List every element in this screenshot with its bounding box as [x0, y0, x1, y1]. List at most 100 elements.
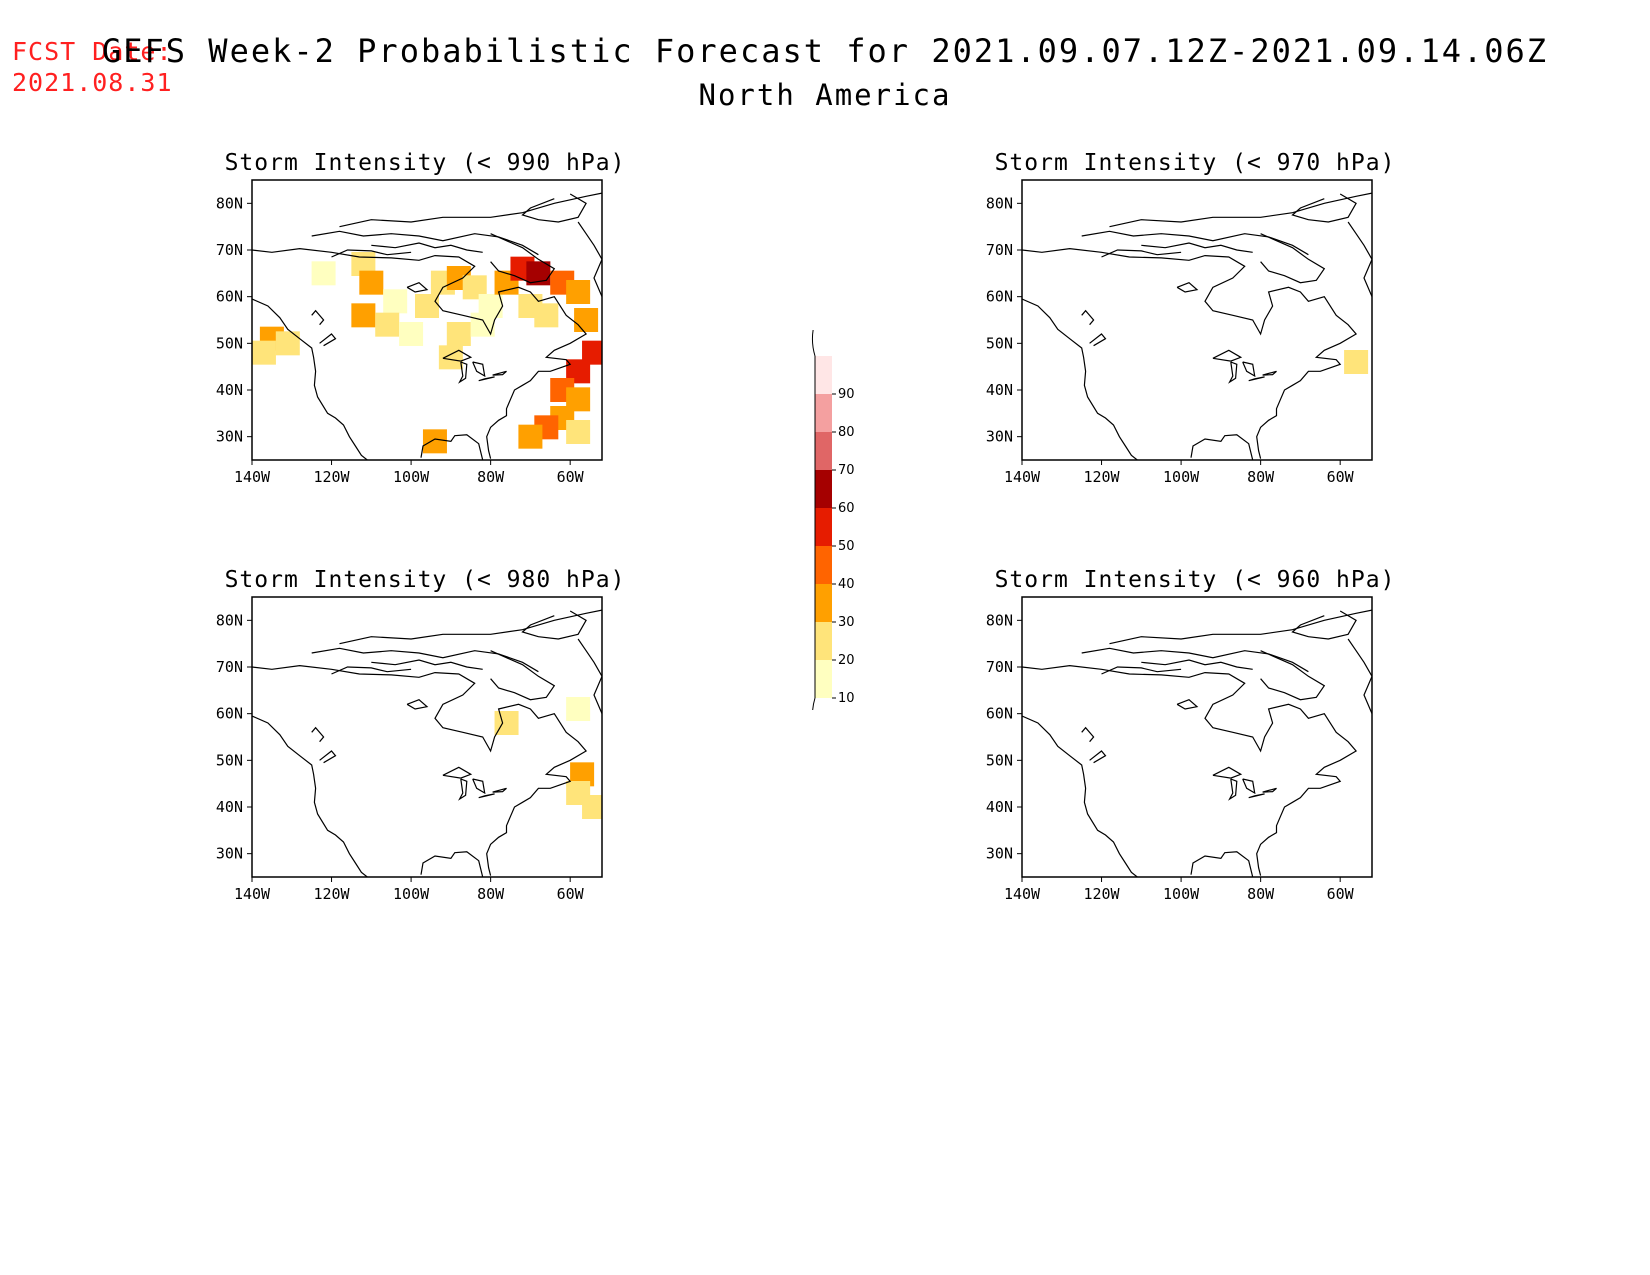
lon-tick-label: 60W [557, 885, 585, 903]
coastline-segment [472, 778, 486, 795]
lat-tick-label: 60N [216, 288, 243, 306]
probability-cell [566, 420, 591, 444]
forecast-date-value: 2021.08.31 [12, 68, 173, 97]
probability-cell [566, 280, 591, 304]
lat-tick-label: 30N [216, 428, 243, 446]
coastline-segment [1109, 609, 1372, 645]
map-frame [251, 596, 603, 878]
map-panel-990: Storm Intensity (< 990 hPa) 80N 70N 60N 50N… [205, 150, 645, 510]
colorbar-swatch [815, 432, 832, 470]
probability-cell [446, 322, 471, 346]
coastline-segment [1081, 726, 1095, 743]
lon-tick-label: 80W [1247, 885, 1275, 903]
coastline-segment [252, 664, 588, 876]
coastline-segment [420, 851, 484, 877]
coastline-segment [521, 193, 587, 223]
coastline-segment [1081, 647, 1309, 673]
coastline-segment [1260, 233, 1326, 284]
coastline-segment [1347, 638, 1372, 714]
lat-tick-label: 70N [986, 241, 1013, 259]
coastline-segment [1248, 793, 1265, 799]
probability-field [494, 697, 602, 819]
map-svg: 80N 70N 60N 50N 40N 30N 140W 120W 100W 80W 60W [986, 179, 1373, 486]
coastline-segment [1212, 766, 1243, 779]
panel-title: Storm Intensity (< 980 hPa) [224, 567, 626, 593]
colorbar-label: 90 [838, 387, 855, 402]
lat-tick-label: 50N [216, 334, 243, 352]
coastline-segment [1190, 851, 1254, 877]
coastline-segment [311, 309, 325, 326]
coastline-segment [492, 787, 507, 793]
colorbar-label: 80 [838, 425, 855, 440]
coastline-segment [1190, 434, 1254, 460]
coastline-segment [1101, 249, 1182, 258]
coastline-segment [577, 638, 602, 714]
probability-cell [351, 303, 376, 328]
lon-tick-label: 80W [477, 885, 505, 903]
forecast-date-heading: FCST Date: [12, 37, 173, 66]
lon-tick-label: 120W [313, 885, 350, 903]
colorbar-label: 30 [838, 615, 855, 630]
coastline-segment [339, 609, 602, 645]
coastline-segment [1141, 242, 1253, 253]
probability-cell [311, 261, 336, 286]
probability-field [252, 252, 602, 454]
lon-tick-label: 60W [1327, 468, 1355, 486]
map-panel-960: Storm Intensity (< 960 hPa) 80N 70N 60N 50N… [975, 567, 1415, 927]
probability-cell [566, 697, 591, 721]
map-svg: 80N 70N 60N 50N 40N 30N 140W 120W 100W 80W 60W [216, 596, 603, 903]
lon-tick-label: 100W [1163, 885, 1200, 903]
lon-tick-label: 80W [477, 468, 505, 486]
coastline-segment [406, 282, 429, 293]
coastline-segment [319, 750, 337, 764]
lat-tick-label: 50N [986, 334, 1013, 352]
page-title: GEFS Week-2 Probabilistic Forecast for 2… [101, 32, 1549, 70]
coastline-segment [371, 242, 483, 253]
coastline-segment [478, 793, 495, 799]
panel-title: Storm Intensity (< 990 hPa) [224, 150, 626, 176]
coastline-segment [1022, 664, 1358, 876]
coastline-segment [311, 647, 539, 673]
lat-tick-label: 70N [216, 658, 243, 676]
lon-tick-label: 120W [1083, 885, 1120, 903]
coastline-segment [1089, 333, 1107, 347]
color-scale-bar: 10 20 30 40 50 60 70 80 90 [800, 315, 860, 739]
lon-tick-label: 80W [1247, 468, 1275, 486]
lon-tick-label: 140W [1004, 468, 1041, 486]
lon-tick-label: 140W [1004, 885, 1041, 903]
lon-tick-label: 140W [234, 468, 271, 486]
probability-cell [582, 795, 602, 819]
coastline-segment [492, 370, 507, 376]
colorbar-swatch [815, 546, 832, 584]
coastline-segment [252, 715, 368, 877]
lat-tick-label: 40N [986, 381, 1013, 399]
coastline-segment [252, 247, 588, 459]
map-svg: 80N 70N 60N 50N 40N 30N 140W 120W 100W 80W 60W [986, 596, 1373, 903]
coastline-segment [1212, 349, 1243, 362]
coastline-segment [1228, 778, 1238, 801]
map-panel-970: Storm Intensity (< 970 hPa) 80N 70N 60N 50N… [975, 150, 1415, 510]
lon-tick-label: 140W [234, 885, 271, 903]
colorbar-swatch [815, 356, 832, 394]
colorbar-swatch [815, 622, 832, 660]
lat-tick-label: 40N [216, 381, 243, 399]
coastline-segment [1228, 361, 1238, 384]
lon-tick-label: 120W [1083, 468, 1120, 486]
coastline-segment [1022, 247, 1358, 459]
lat-tick-label: 30N [986, 845, 1013, 863]
probability-cell [399, 322, 424, 346]
lon-tick-label: 100W [393, 885, 430, 903]
colorbar-swatch [815, 470, 832, 508]
probability-cell [383, 289, 408, 314]
probability-cell [422, 429, 447, 454]
coastline-segment [1242, 778, 1256, 795]
coastline-segment [1022, 715, 1138, 877]
map-frame [251, 179, 603, 461]
coastline-segment [490, 650, 556, 701]
coastline [252, 609, 602, 877]
lat-tick-label: 30N [986, 428, 1013, 446]
lat-tick-label: 80N [216, 194, 243, 212]
lat-tick-label: 50N [216, 751, 243, 769]
colorbar-top-cap [811, 315, 818, 357]
coastline-segment [442, 766, 473, 779]
